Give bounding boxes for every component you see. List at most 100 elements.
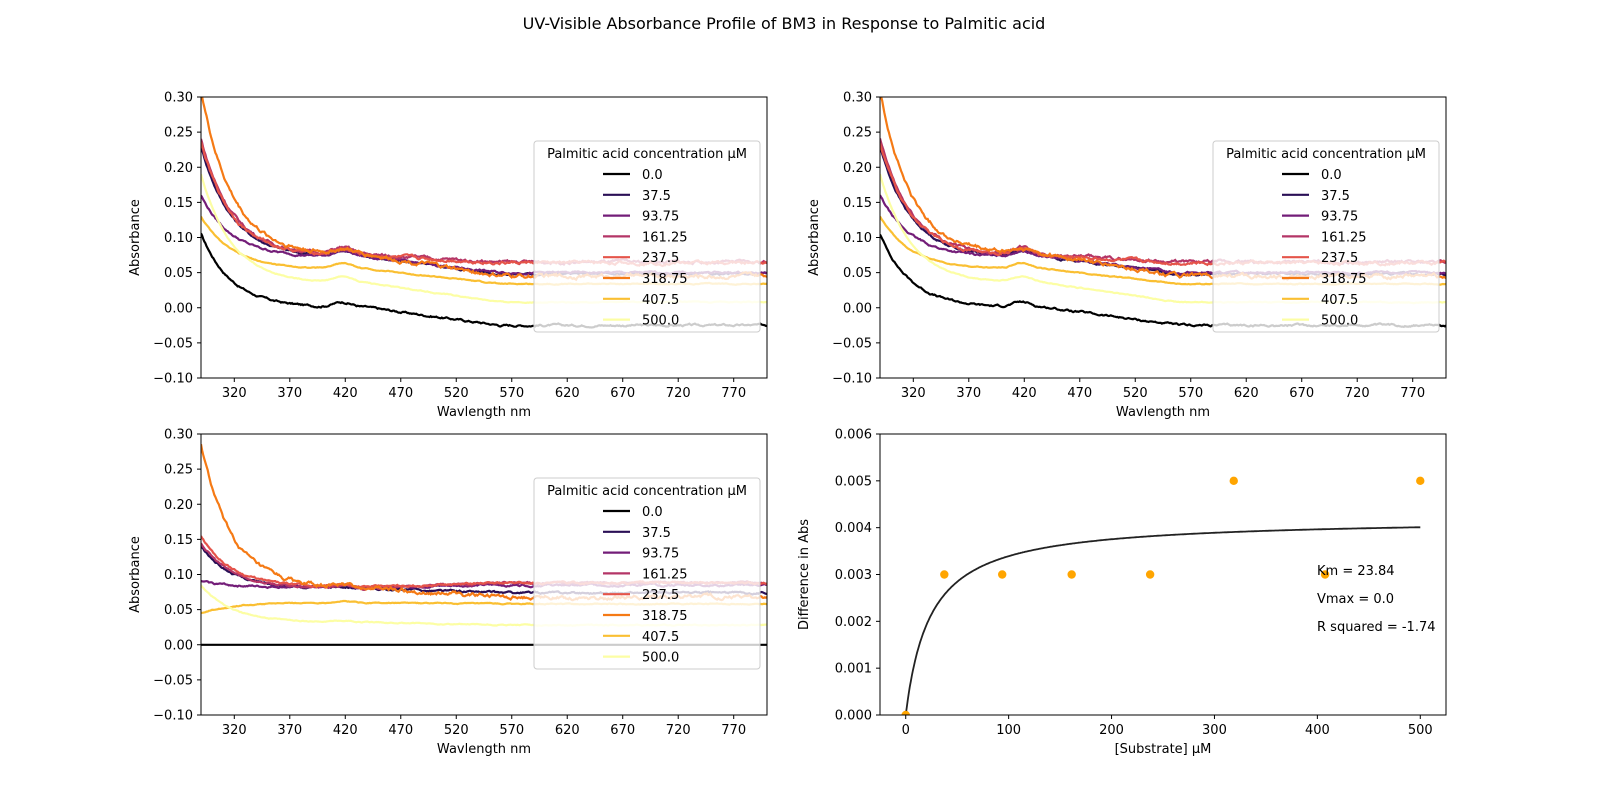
x-tick-label: 100 (996, 723, 1021, 738)
x-tick-label: 370 (277, 723, 302, 738)
y-tick-label: 0.30 (164, 91, 193, 106)
y-axis-label: Absorbance (807, 199, 822, 276)
legend-title: Palmitic acid concentration µM (1226, 147, 1426, 162)
legend-label: 237.5 (642, 588, 679, 603)
legend-title: Palmitic acid concentration µM (547, 147, 747, 162)
y-tick-label: 0.05 (164, 266, 193, 281)
figure-title: UV-Visible Absorbance Profile of BM3 in … (523, 14, 1046, 33)
y-tick-label: 0.20 (843, 161, 872, 176)
y-axis-label: Absorbance (128, 536, 143, 613)
legend-label: 0.0 (1321, 168, 1342, 183)
legend-label: 237.5 (1321, 251, 1358, 266)
x-tick-label: 320 (222, 386, 247, 401)
legend-label: 237.5 (642, 251, 679, 266)
y-tick-label: 0.00 (164, 638, 193, 653)
y-tick-label: 0.002 (835, 615, 872, 630)
y-axis-label: Difference in Abs (797, 519, 812, 630)
x-tick-label: 620 (1234, 386, 1259, 401)
x-tick-label: 770 (721, 723, 746, 738)
data-point (1416, 476, 1425, 486)
y-tick-label: 0.006 (835, 428, 872, 443)
legend-label: 93.75 (642, 547, 679, 562)
legend-box (533, 477, 761, 670)
legend: Palmitic acid concentration µM 0.0 37.5 93.… (533, 477, 761, 670)
x-tick-label: 520 (1123, 386, 1148, 401)
x-axis-label: [Substrate] µM (1115, 742, 1212, 757)
y-tick-label: 0.15 (164, 533, 193, 548)
legend-label: 318.75 (642, 272, 688, 287)
y-tick-label: 0.004 (835, 521, 872, 536)
x-tick-label: 320 (222, 723, 247, 738)
data-point (940, 570, 949, 579)
spectrum-panel-3: 320 370 420 470 520 570 620 670 720 770 −0.10 −0.05… (128, 428, 768, 757)
legend-label: 500.0 (642, 314, 679, 329)
spectrum-panel-2: 320 370 420 470 520 570 620 670 720 770 −0.10 −0.05… (807, 91, 1447, 420)
kinetics-panel: 0 100 200 300 400 500 0.000 0.001 0.002 0.003 0.00… (797, 428, 1447, 757)
y-tick-label: 0.000 (835, 709, 872, 724)
fit-annotation: R squared = -1.74 (1317, 620, 1436, 635)
x-tick-label: 670 (610, 386, 635, 401)
y-tick-label: 0.20 (164, 161, 193, 176)
legend-box (533, 140, 761, 333)
x-tick-label: 420 (333, 723, 358, 738)
series-lines (201, 97, 767, 329)
legend-label: 161.25 (642, 567, 688, 582)
y-tick-label: 0.05 (843, 266, 872, 281)
y-tick-label: 0.15 (843, 196, 872, 211)
x-tick-label: 420 (1012, 386, 1037, 401)
y-tick-label: 0.005 (835, 474, 872, 489)
y-tick-label: 0.00 (843, 301, 872, 316)
x-tick-label: 520 (444, 723, 469, 738)
legend-label: 161.25 (642, 230, 688, 245)
legend-label: 37.5 (642, 189, 671, 204)
x-tick-label: 300 (1202, 723, 1227, 738)
spectrum-panel-1: 320 370 420 470 520 570 620 670 720 770 −0.10 −0.05… (128, 91, 768, 420)
x-axis-label: Wavlength nm (437, 742, 531, 757)
x-tick-label: 570 (1178, 386, 1203, 401)
y-tick-label: 0.25 (164, 463, 193, 478)
data-point (1229, 476, 1238, 486)
x-tick-label: 670 (610, 723, 635, 738)
y-tick-label: −0.10 (832, 372, 872, 387)
x-tick-label: 470 (1067, 386, 1092, 401)
legend-label: 407.5 (642, 293, 679, 308)
legend-label: 93.75 (1321, 210, 1358, 225)
x-tick-label: 370 (277, 386, 302, 401)
x-axis-label: Wavlength nm (437, 405, 531, 420)
legend-label: 0.0 (642, 168, 663, 183)
y-tick-label: 0.001 (835, 662, 872, 677)
legend-label: 318.75 (642, 609, 688, 624)
x-tick-label: 370 (956, 386, 981, 401)
x-tick-label: 420 (333, 386, 358, 401)
x-tick-label: 620 (555, 386, 580, 401)
y-tick-label: 0.15 (164, 196, 193, 211)
legend-box (1212, 140, 1440, 333)
x-tick-label: 470 (388, 386, 413, 401)
data-point (1145, 570, 1155, 579)
legend-label: 93.75 (642, 210, 679, 225)
y-tick-label: 0.30 (843, 91, 872, 106)
legend-label: 161.25 (1321, 230, 1367, 245)
data-point (901, 710, 910, 715)
x-axis-label: Wavlength nm (1116, 405, 1210, 420)
x-tick-label: 770 (1400, 386, 1425, 401)
x-tick-label: 770 (721, 386, 746, 401)
x-tick-label: 470 (388, 723, 413, 738)
x-tick-label: 620 (555, 723, 580, 738)
legend-label: 37.5 (642, 526, 671, 541)
fit-annotation: Vmax = 0.0 (1317, 592, 1394, 607)
fit-annotation: Km = 23.84 (1317, 564, 1395, 579)
y-tick-label: 0.25 (164, 126, 193, 141)
y-tick-label: −0.05 (153, 336, 193, 351)
y-tick-label: 0.05 (164, 603, 193, 618)
y-tick-label: −0.10 (153, 709, 193, 724)
y-tick-label: −0.05 (153, 673, 193, 688)
y-tick-label: 0.00 (164, 301, 193, 316)
legend-label: 407.5 (1321, 293, 1358, 308)
legend-label: 0.0 (642, 505, 663, 520)
x-tick-label: 500 (1408, 723, 1433, 738)
x-tick-label: 200 (1099, 723, 1124, 738)
x-tick-label: 720 (666, 386, 691, 401)
legend-label: 500.0 (1321, 314, 1358, 329)
